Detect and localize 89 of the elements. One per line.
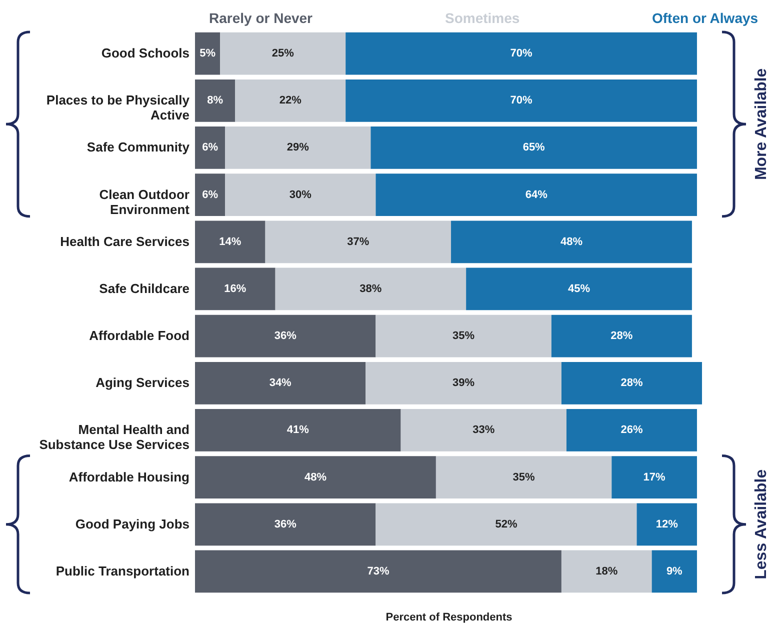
bar bbox=[195, 503, 376, 546]
data-label: 37% bbox=[347, 236, 370, 248]
data-label: 8% bbox=[207, 94, 224, 107]
data-label: 29% bbox=[286, 142, 310, 154]
data-label: 17% bbox=[643, 471, 666, 484]
data-label: 45% bbox=[568, 282, 590, 295]
data-label: 36% bbox=[274, 330, 297, 342]
bar bbox=[376, 503, 637, 546]
data-label: 6% bbox=[202, 188, 218, 201]
bar bbox=[195, 220, 266, 264]
data-label: 41% bbox=[286, 424, 310, 436]
bar bbox=[225, 126, 371, 169]
bar bbox=[636, 503, 697, 546]
bar bbox=[195, 456, 436, 498]
data-label: 48% bbox=[560, 236, 583, 248]
data-label: 34% bbox=[269, 377, 292, 390]
data-label: 73% bbox=[367, 565, 390, 578]
series-label: Often or Always bbox=[652, 10, 758, 26]
data-label: 70% bbox=[510, 94, 533, 107]
bar bbox=[265, 220, 452, 264]
data-label: 70% bbox=[510, 48, 533, 60]
bar bbox=[400, 409, 566, 452]
data-label: 6% bbox=[202, 142, 218, 154]
data-label: 64% bbox=[525, 188, 548, 201]
data-label: 30% bbox=[289, 188, 312, 201]
bar bbox=[376, 314, 552, 358]
bar bbox=[220, 32, 346, 75]
bar bbox=[195, 32, 220, 75]
y-tick-label: Public Transportation bbox=[56, 563, 190, 578]
data-label: 52% bbox=[495, 518, 518, 530]
bar bbox=[225, 174, 376, 216]
data-label: 35% bbox=[512, 471, 536, 484]
data-label: 12% bbox=[656, 518, 678, 530]
data-label: 35% bbox=[452, 330, 475, 342]
data-label: 16% bbox=[224, 282, 246, 295]
bar bbox=[346, 32, 697, 75]
data-label: 48% bbox=[304, 471, 327, 484]
bar bbox=[195, 268, 276, 310]
data-label: 14% bbox=[219, 236, 242, 248]
data-label: 28% bbox=[620, 377, 643, 390]
bar bbox=[195, 126, 226, 169]
data-label: 33% bbox=[472, 424, 495, 436]
text: More Available bbox=[753, 68, 770, 180]
data-label: 22% bbox=[279, 94, 302, 107]
bar bbox=[561, 362, 702, 404]
y-tick-label: Safe Community bbox=[86, 140, 190, 155]
y-tick-label: Aging Services bbox=[96, 375, 190, 390]
bar bbox=[275, 268, 466, 310]
bar bbox=[612, 456, 697, 498]
y-tick-label: Good Paying Jobs bbox=[75, 516, 190, 532]
y-tick-label: Affordable Housing bbox=[68, 469, 190, 484]
y-tick-label: Safe Childcare bbox=[99, 280, 190, 296]
y-tick-label: Affordable Food bbox=[89, 328, 190, 344]
bar bbox=[235, 79, 346, 122]
bar bbox=[195, 79, 236, 122]
bar bbox=[376, 174, 697, 216]
data-label: 18% bbox=[596, 565, 618, 578]
bar bbox=[451, 220, 692, 264]
bar bbox=[195, 550, 562, 593]
x-axis-title: Percent of Respondents bbox=[386, 612, 512, 624]
bar bbox=[370, 126, 697, 169]
y-tick-label: Mental Health and Substance Use Services bbox=[39, 422, 190, 452]
data-label: 38% bbox=[360, 282, 382, 295]
data-label: 36% bbox=[274, 518, 297, 530]
bar bbox=[195, 174, 226, 216]
bar bbox=[551, 314, 692, 358]
text: Less Available bbox=[753, 469, 770, 580]
bar bbox=[195, 362, 366, 404]
data-label: 25% bbox=[272, 48, 294, 60]
y-tick-label: Clean Outdoor Environment bbox=[99, 186, 190, 217]
bar bbox=[366, 362, 562, 404]
data-label: 39% bbox=[452, 377, 475, 390]
bar bbox=[195, 314, 376, 358]
bar bbox=[561, 550, 652, 593]
bar bbox=[652, 550, 697, 593]
y-tick-label: Places to be Physically Active bbox=[46, 92, 190, 123]
y-tick-label: Health Care Services bbox=[60, 234, 190, 249]
data-label: 65% bbox=[522, 142, 546, 154]
data-label: 28% bbox=[610, 330, 633, 342]
bar bbox=[436, 456, 612, 498]
data-label: 26% bbox=[620, 424, 643, 436]
y-tick-label: Good Schools bbox=[101, 46, 190, 61]
bar bbox=[566, 409, 697, 452]
series-label: Rarely or Never bbox=[209, 10, 314, 26]
data-label: 5% bbox=[200, 48, 216, 60]
bar bbox=[346, 79, 697, 122]
data-label: 9% bbox=[666, 565, 683, 578]
bar bbox=[466, 268, 692, 310]
bar bbox=[195, 409, 401, 452]
